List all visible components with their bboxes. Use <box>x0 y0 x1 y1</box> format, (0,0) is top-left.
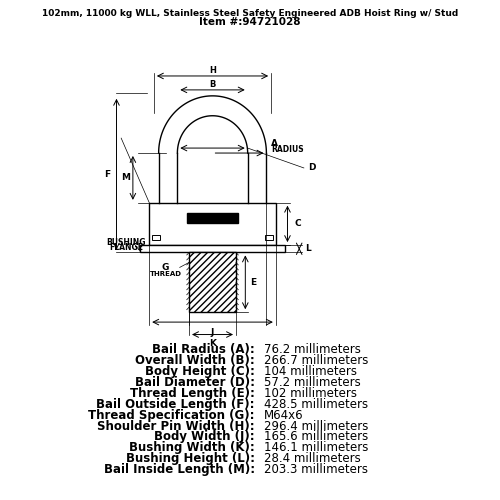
Text: L: L <box>305 244 310 254</box>
Bar <box>189 252 236 312</box>
Text: Overall Width (B):: Overall Width (B): <box>135 354 254 367</box>
Text: H: H <box>209 66 216 74</box>
Text: Body Height (C):: Body Height (C): <box>145 365 254 378</box>
Text: E: E <box>250 278 256 287</box>
Text: BUSHING: BUSHING <box>106 238 146 247</box>
Text: 296.4 millimeters: 296.4 millimeters <box>264 420 368 432</box>
Bar <box>150 203 276 245</box>
Text: Bushing Height (L):: Bushing Height (L): <box>126 452 254 466</box>
Text: 28.4 millimeters: 28.4 millimeters <box>264 452 361 466</box>
Text: 165.6 millimeters: 165.6 millimeters <box>264 430 368 444</box>
Text: 104 millimeters: 104 millimeters <box>264 365 357 378</box>
Text: 57.2 millimeters: 57.2 millimeters <box>264 376 361 389</box>
Text: Bail Inside Length (M):: Bail Inside Length (M): <box>104 464 255 476</box>
Text: M: M <box>122 174 130 182</box>
Text: A: A <box>271 138 278 147</box>
Text: J: J <box>211 328 214 337</box>
Text: 146.1 millimeters: 146.1 millimeters <box>264 442 368 454</box>
Text: G: G <box>162 263 170 272</box>
Text: C: C <box>294 220 301 228</box>
Text: 428.5 millimeters: 428.5 millimeters <box>264 398 368 410</box>
Bar <box>187 212 238 222</box>
Text: Item #:94721028: Item #:94721028 <box>200 18 301 28</box>
Text: Bail Radius (A):: Bail Radius (A): <box>152 343 254 356</box>
Text: Shoulder Pin Width (H):: Shoulder Pin Width (H): <box>97 420 254 432</box>
Text: 76.2 millimeters: 76.2 millimeters <box>264 343 361 356</box>
Text: Bail Outside Length (F):: Bail Outside Length (F): <box>96 398 254 410</box>
Text: RADIUS: RADIUS <box>271 145 304 154</box>
Bar <box>265 234 274 240</box>
Text: FLANGE: FLANGE <box>109 243 143 252</box>
Text: B: B <box>210 80 216 90</box>
Text: 102mm, 11000 kg WLL, Stainless Steel Safety Engineered ADB Hoist Ring w/ Stud: 102mm, 11000 kg WLL, Stainless Steel Saf… <box>42 9 458 18</box>
Text: Thread Length (E):: Thread Length (E): <box>130 386 254 400</box>
Text: Bail Diameter (D):: Bail Diameter (D): <box>134 376 254 389</box>
Text: 203.3 millimeters: 203.3 millimeters <box>264 464 368 476</box>
Text: Bushing Width (K):: Bushing Width (K): <box>129 442 254 454</box>
Bar <box>140 245 285 252</box>
Text: F: F <box>104 170 110 178</box>
Text: M64x6: M64x6 <box>264 408 304 422</box>
Text: 102 millimeters: 102 millimeters <box>264 386 357 400</box>
Text: Thread Specification (G):: Thread Specification (G): <box>88 408 254 422</box>
Bar <box>152 234 160 240</box>
Text: D: D <box>308 164 316 172</box>
Text: 266.7 millimeters: 266.7 millimeters <box>264 354 368 367</box>
Text: K: K <box>209 340 216 348</box>
Text: THREAD: THREAD <box>150 271 182 277</box>
Text: Body Width (J):: Body Width (J): <box>154 430 254 444</box>
